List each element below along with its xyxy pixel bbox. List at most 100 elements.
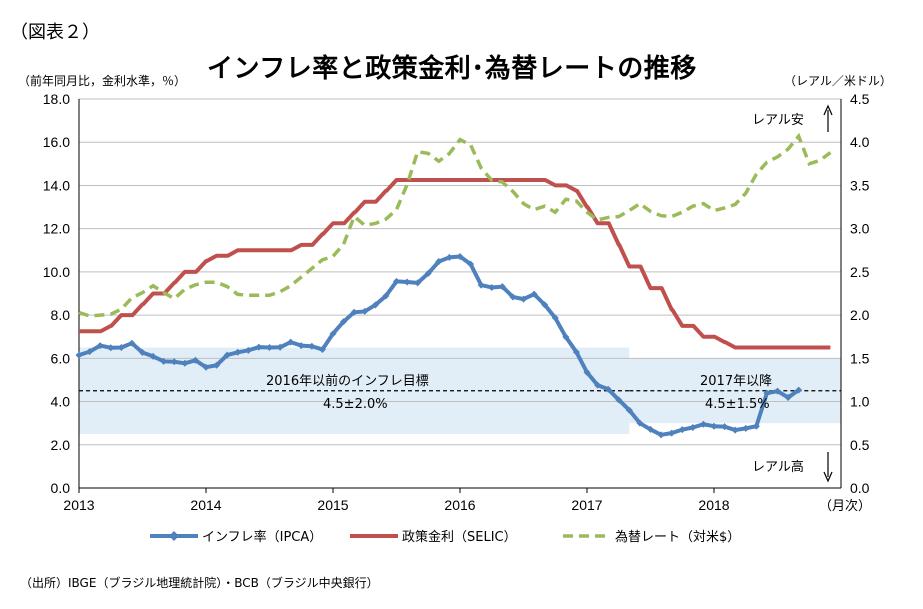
ipca-point [445,253,453,261]
y-left-unit-label: （前年同月比，金利水準，％） [18,74,187,88]
ipca-point [795,386,803,394]
y-left-tick-label: 18.0 [43,91,70,107]
ipca-point [625,406,633,414]
y-right-tick-label: 2.0 [850,307,870,323]
ipca-point [149,352,157,360]
ipca-point [276,343,284,351]
annotations: 2016年以前のインフレ目標 4.5±2.0% 2017年以降 4.5±1.5% レアル… [266,104,833,483]
ipca-point [657,431,665,439]
ipca-point [583,368,591,376]
y-right-tick-label: 0.0 [850,480,870,496]
y-right-tick-label: 2.5 [850,264,870,280]
ipca-point [371,301,379,309]
ipca-point [181,359,189,367]
ipca-point [435,258,443,266]
ipca-point [244,346,252,354]
x-tick-label: 2014 [190,497,221,513]
ipca-point [562,333,570,341]
ipca-point [488,283,496,291]
ipca-point [117,344,125,352]
ipca-point [424,269,432,277]
band-value-post2017: 4.5±1.5% [705,397,770,412]
ipca-point [223,351,231,359]
chart-title: インフレ率と政策金利･為替レートの推移 [207,54,697,84]
ipca-point [287,338,295,346]
tick-labels: 0.0 2.0 4.0 6.0 8.0 10.0 12.0 14.0 16.0 18.0 0.0 0.… [43,91,871,514]
ipca-point [721,423,729,431]
legend-label-selic: 政策金利（SELIC） [402,529,517,545]
ipca-point [520,295,527,303]
y-left-tick-label: 8.0 [51,307,71,323]
x-unit-label: （月次） [819,498,871,514]
ipca-point [699,420,707,428]
ipca-point [414,279,422,287]
ipca-point [752,422,760,430]
legend-label-fx: 為替レート（対米$） [615,529,740,545]
ipca-point [234,348,242,356]
y-left-tick-label: 2.0 [51,437,71,453]
ipca-point [139,348,146,356]
ipca-point [382,292,390,300]
y-right-tick-label: 0.5 [850,437,870,453]
y-left-tick-label: 10.0 [43,264,70,280]
ipca-point [594,381,602,389]
y-left-tick-label: 0.0 [51,480,71,496]
ipca-point [107,344,115,352]
x-tick-label: 2017 [571,497,602,513]
y-left-tick-label: 6.0 [51,350,71,366]
ipca-point [710,422,718,430]
y-left-tick-label: 4.0 [51,394,71,410]
gridlines [78,98,842,493]
ipca-point [86,348,94,356]
series-lines [75,132,832,439]
ipca-point [456,253,464,261]
arrow-up-icon-head [823,104,833,116]
ipca-point [572,348,580,356]
ipca-point [498,283,506,291]
ipca-point [530,290,538,298]
ipca-point [350,308,358,316]
ipca-point [551,314,559,322]
x-tick-label: 2018 [698,497,729,513]
y-right-tick-label: 3.5 [850,177,870,193]
annotation-real-strong: レアル高 [752,459,804,475]
ipca-point [96,342,104,350]
annotation-real-weak: レアル安 [752,113,804,128]
series-line-fx [78,132,832,318]
x-tick-label: 2015 [317,497,348,513]
band-value-pre2016: 4.5±2.0% [323,397,388,412]
ipca-point [128,339,136,347]
ipca-point [731,426,739,434]
ipca-point [678,426,686,434]
y-right-tick-label: 4.5 [850,91,870,107]
legend-marker-ipca [169,531,179,541]
ipca-point [477,281,485,289]
ipca-point [191,356,199,364]
legend-label-ipca: インフレ率（IPCA） [202,529,322,545]
ipca-point [329,330,337,338]
ipca-point [308,342,316,350]
y-right-tick-label: 4.0 [850,134,870,150]
ipca-point [604,385,612,393]
ipca-point [213,361,221,369]
ipca-point [361,307,369,315]
ipca-point [340,318,348,326]
legend: インフレ率（IPCA） 政策金利（SELIC） 為替レート（対米$） [150,529,740,545]
ipca-point [784,393,792,401]
ipca-point [509,293,517,301]
y-right-tick-label: 1.5 [850,350,870,366]
target-bands [79,347,841,434]
x-tick-label: 2016 [444,497,475,513]
ipca-point [255,343,263,351]
y-right-tick-label: 1.0 [850,394,870,410]
series-line-selic [79,178,831,350]
ipca-point [160,357,168,365]
ipca-point [742,424,750,432]
ipca-point [75,351,83,359]
ipca-point [763,389,771,397]
ipca-point [170,358,178,366]
ipca-point [297,342,305,350]
band-label-pre2016: 2016年以前のインフレ目標 [266,373,429,389]
ipca-point [689,423,697,431]
